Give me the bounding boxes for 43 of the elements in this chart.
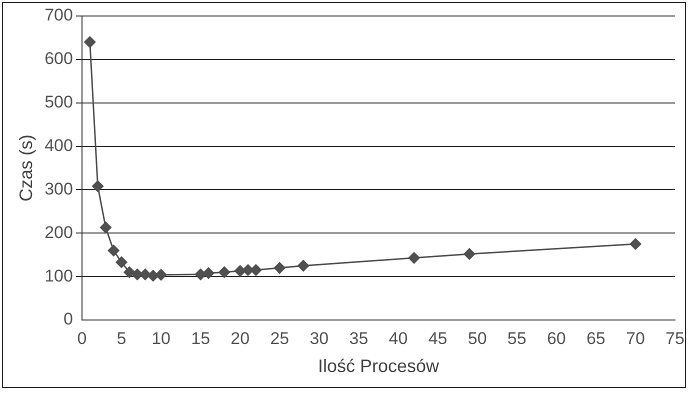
point (234, 265, 246, 277)
point (100, 222, 112, 234)
point (84, 36, 96, 48)
x-tick-label: 20 (230, 328, 250, 348)
point (408, 252, 420, 264)
x-tick-label: 40 (388, 328, 408, 348)
y-tick-label: 600 (44, 49, 73, 68)
y-axis-title: Czas (s) (16, 134, 36, 202)
x-tick-label: 35 (349, 328, 368, 348)
x-tick-label: 45 (428, 328, 448, 348)
point (298, 260, 310, 272)
x-tick-label: 70 (626, 328, 645, 348)
point (274, 262, 286, 274)
x-tick-label: 15 (191, 328, 210, 348)
point (124, 266, 136, 278)
x-tick-label: 30 (310, 328, 329, 348)
point (194, 268, 206, 280)
x-axis-title: Ilość Procesów (318, 356, 440, 376)
x-tick-label: 25 (270, 328, 290, 348)
x-tick-label: 65 (586, 328, 606, 348)
y-tick-label: 0 (63, 310, 73, 329)
x-tick-label: 5 (116, 328, 126, 348)
point (630, 238, 642, 250)
point (155, 269, 167, 281)
point (147, 270, 159, 282)
y-tick-label: 500 (44, 92, 73, 112)
point (92, 180, 104, 192)
point (464, 248, 476, 260)
y-tick-label: 400 (44, 136, 73, 155)
x-tick-label: 10 (152, 328, 170, 348)
y-tick-label: 100 (44, 266, 73, 286)
x-tick-label: 75 (666, 328, 684, 348)
point (202, 267, 214, 279)
y-tick-label: 300 (44, 179, 73, 198)
point (218, 266, 230, 278)
x-tick-label: 60 (546, 328, 566, 348)
y-tick-label: 700 (44, 6, 73, 25)
point (108, 244, 120, 256)
x-tick-label: 0 (77, 328, 87, 348)
point (116, 256, 128, 268)
x-tick-label: 55 (507, 328, 526, 348)
y-tick-label: 200 (44, 222, 73, 242)
x-tick-label: 50 (468, 328, 487, 348)
